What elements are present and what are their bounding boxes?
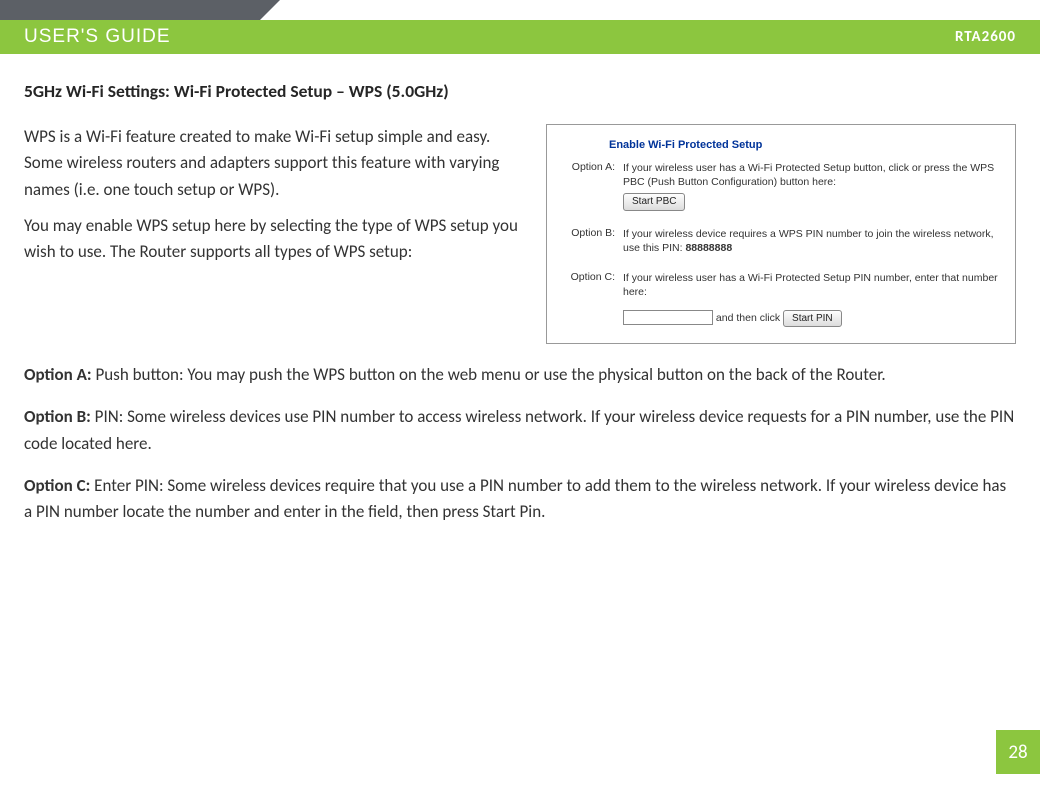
option-a-para: Option A: Push button: You may push the … bbox=[24, 362, 1016, 388]
start-pin-button[interactable]: Start PIN bbox=[783, 310, 842, 328]
ss-option-b: Option B: If your wireless device requir… bbox=[561, 227, 1001, 255]
document-header: USER'S GUIDE RTA2600 bbox=[0, 0, 1040, 54]
option-b-text: PIN: Some wireless devices use PIN numbe… bbox=[24, 406, 1014, 453]
ss-option-c-text: If your wireless user has a Wi-Fi Protec… bbox=[623, 272, 998, 298]
option-a-label: Option A: bbox=[24, 364, 92, 385]
ss-pin-value: 88888888 bbox=[685, 242, 732, 254]
section-title: 5GHz Wi-Fi Settings: Wi-Fi Protected Set… bbox=[24, 80, 1016, 102]
ss-option-a-label: Option A: bbox=[561, 161, 623, 211]
ss-option-a-desc: If your wireless user has a Wi-Fi Protec… bbox=[623, 161, 1001, 211]
ss-option-c-desc: If your wireless user has a Wi-Fi Protec… bbox=[623, 271, 1001, 327]
ss-option-b-text: If your wireless device requires a WPS P… bbox=[623, 228, 994, 254]
pin-input[interactable] bbox=[623, 310, 713, 325]
intro-row: WPS is a Wi-Fi feature created to make W… bbox=[24, 124, 1016, 344]
intro-text: WPS is a Wi-Fi feature created to make W… bbox=[24, 124, 528, 344]
option-c-para: Option C: Enter PIN: Some wireless devic… bbox=[24, 473, 1016, 526]
header-tab bbox=[0, 0, 260, 20]
intro-para-1: WPS is a Wi-Fi feature created to make W… bbox=[24, 124, 528, 203]
header-model: RTA2600 bbox=[955, 28, 1016, 46]
wps-screenshot: Enable Wi-Fi Protected Setup Option A: I… bbox=[546, 124, 1016, 344]
option-c-text: Enter PIN: Some wireless devices require… bbox=[24, 475, 1006, 522]
start-pbc-button[interactable]: Start PBC bbox=[623, 193, 685, 211]
ss-heading: Enable Wi-Fi Protected Setup bbox=[609, 139, 1001, 151]
option-b-label: Option B: bbox=[24, 406, 91, 427]
page-content: 5GHz Wi-Fi Settings: Wi-Fi Protected Set… bbox=[0, 54, 1040, 526]
intro-para-2: You may enable WPS setup here by selecti… bbox=[24, 213, 528, 266]
ss-option-b-desc: If your wireless device requires a WPS P… bbox=[623, 227, 1001, 255]
ss-option-c-label: Option C: bbox=[561, 271, 623, 327]
ss-option-a-text: If your wireless user has a Wi-Fi Protec… bbox=[623, 162, 994, 188]
option-a-text: Push button: You may push the WPS button… bbox=[92, 364, 886, 385]
header-green-bar: USER'S GUIDE RTA2600 bbox=[0, 20, 1040, 54]
option-b-para: Option B: PIN: Some wireless devices use… bbox=[24, 404, 1016, 457]
ss-option-c-inline: and then click bbox=[716, 312, 783, 324]
header-title: USER'S GUIDE bbox=[24, 26, 171, 48]
ss-option-b-label: Option B: bbox=[561, 227, 623, 255]
ss-option-a: Option A: If your wireless user has a Wi… bbox=[561, 161, 1001, 211]
option-c-label: Option C: bbox=[24, 475, 90, 496]
ss-option-c: Option C: If your wireless user has a Wi… bbox=[561, 271, 1001, 327]
page-number: 28 bbox=[996, 730, 1040, 774]
